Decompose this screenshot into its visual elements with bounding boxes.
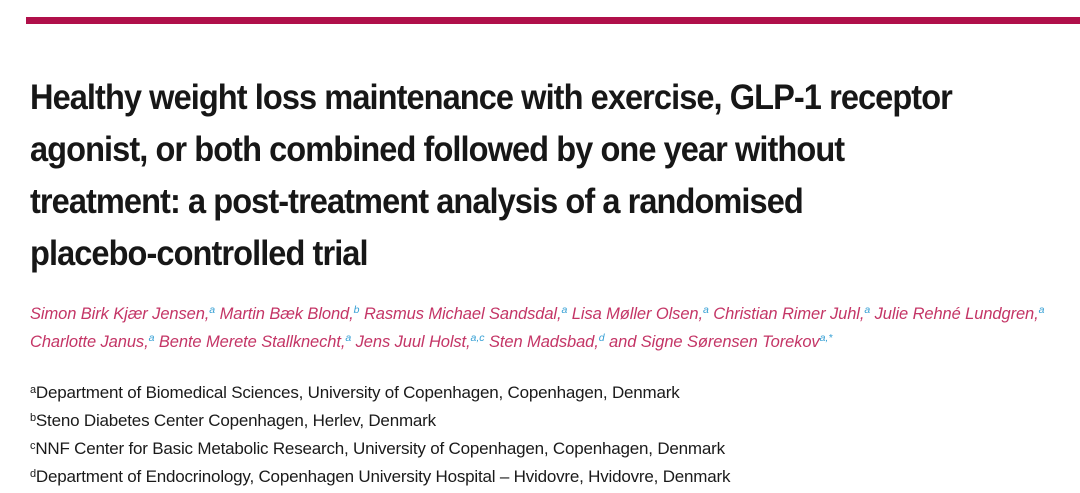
author-name: Sten Madsbad, xyxy=(484,333,599,351)
affiliation-superscript: c xyxy=(30,439,36,452)
author-affiliation-superscript: a xyxy=(209,304,216,317)
author-affiliation-superscript: a xyxy=(702,304,709,317)
author-list-line-2: Charlotte Janus,a Bente Merete Stallknec… xyxy=(30,329,1075,357)
author-name: Charlotte Janus, xyxy=(30,333,149,351)
affiliation-superscript: a xyxy=(30,383,36,396)
affiliation-superscript: d xyxy=(30,467,36,480)
author-name: Bente Merete Stallknecht, xyxy=(154,333,346,351)
article-title-line: agonist, or both combined followed by on… xyxy=(30,130,845,169)
author-name: Simon Birk Kjær Jensen, xyxy=(30,305,210,323)
author-affiliation-superscript: a xyxy=(864,304,871,317)
affiliation-text: Department of Biomedical Sciences, Unive… xyxy=(35,383,680,402)
author-affiliation-superscript: d xyxy=(598,332,605,345)
author-name: Julie Rehné Lundgren, xyxy=(870,305,1039,323)
author-affiliation-superscript: a xyxy=(345,332,352,345)
article-title-line: treatment: a post-treatment analysis of … xyxy=(30,182,804,221)
author-name: Martin Bæk Blond, xyxy=(215,305,354,323)
author-affiliation-superscript: a xyxy=(148,332,155,345)
author-affiliation-superscript: a,* xyxy=(819,332,833,345)
article-title: Healthy weight loss maintenance with exe… xyxy=(30,72,1080,280)
affiliation-superscript: b xyxy=(30,411,36,424)
author-affiliation-superscript: a,c xyxy=(470,332,485,345)
article-title-line: placebo-controlled trial xyxy=(30,234,369,273)
top-rule xyxy=(26,17,1080,24)
author-list: Simon Birk Kjær Jensen,a Martin Bæk Blon… xyxy=(30,301,1075,357)
author-affiliation-superscript: a xyxy=(1038,304,1045,317)
author-affiliation-superscript: b xyxy=(353,304,360,317)
author-name: Jens Juul Holst, xyxy=(351,333,471,351)
author-affiliation-superscript: a xyxy=(561,304,568,317)
affiliation-text: Steno Diabetes Center Copenhagen, Herlev… xyxy=(35,411,436,430)
affiliation-text: Department of Endocrinology, Copenhagen … xyxy=(35,467,731,486)
author-name: Lisa Møller Olsen, xyxy=(567,305,703,323)
author-name: and Signe Sørensen Torekov xyxy=(604,333,820,351)
affiliation-item: bSteno Diabetes Center Copenhagen, Herle… xyxy=(30,408,1030,436)
article-title-line: Healthy weight loss maintenance with exe… xyxy=(30,78,953,117)
affiliation-text: NNF Center for Basic Metabolic Research,… xyxy=(35,439,725,458)
affiliation-list: aDepartment of Biomedical Sciences, Univ… xyxy=(30,380,1030,492)
author-list-line-1: Simon Birk Kjær Jensen,a Martin Bæk Blon… xyxy=(30,301,1075,329)
author-name: Rasmus Michael Sandsdal, xyxy=(359,305,562,323)
affiliation-item: cNNF Center for Basic Metabolic Research… xyxy=(30,436,1030,464)
affiliation-item: dDepartment of Endocrinology, Copenhagen… xyxy=(30,464,1030,492)
affiliation-item: aDepartment of Biomedical Sciences, Univ… xyxy=(30,380,1030,408)
author-name: Christian Rimer Juhl, xyxy=(708,305,865,323)
